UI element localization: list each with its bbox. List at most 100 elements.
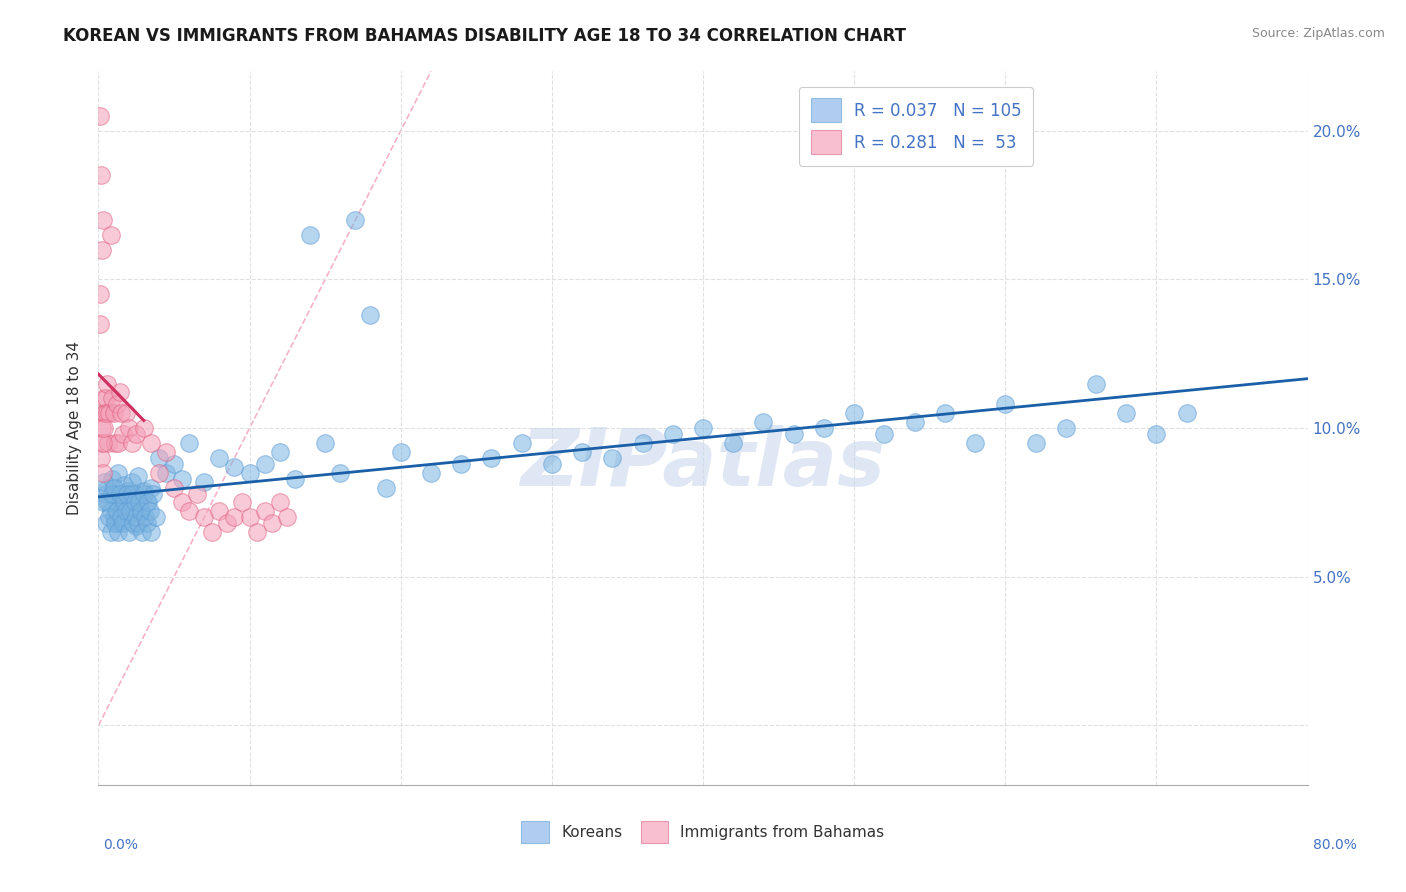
Point (374, 481, 396, 495)
Point (104, 486, 127, 500)
Point (110, 406, 132, 420)
Point (135, 516, 157, 531)
Point (103, 406, 125, 420)
Point (93, 421, 115, 435)
Point (329, 466, 352, 480)
Point (97, 436, 120, 450)
Point (107, 436, 129, 450)
Text: 0.0%: 0.0% (103, 838, 138, 853)
Point (115, 486, 138, 500)
Point (112, 477, 135, 491)
Point (148, 466, 170, 480)
Point (127, 468, 149, 483)
Point (262, 516, 284, 531)
Point (129, 504, 152, 518)
Point (105, 504, 128, 518)
Point (239, 466, 262, 480)
Point (91, 466, 114, 480)
Text: 80.0%: 80.0% (1313, 838, 1357, 853)
Point (145, 510, 167, 524)
Point (163, 481, 186, 495)
Point (420, 466, 443, 480)
Point (118, 525, 141, 540)
Point (148, 450, 170, 465)
Point (122, 516, 145, 531)
Point (170, 495, 193, 509)
Point (111, 513, 134, 527)
Point (118, 508, 141, 522)
Point (98, 406, 121, 420)
Point (193, 510, 215, 524)
Point (231, 495, 253, 509)
Point (155, 466, 177, 480)
Point (540, 457, 562, 471)
Point (111, 516, 134, 531)
Point (131, 525, 153, 540)
Point (118, 421, 141, 435)
Point (208, 450, 231, 465)
Point (389, 445, 412, 459)
Point (94, 406, 117, 420)
Point (170, 472, 193, 486)
Point (224, 510, 246, 524)
Point (90, 243, 112, 257)
Point (1024, 436, 1046, 450)
Point (96, 376, 118, 391)
Point (481, 450, 503, 465)
Point (108, 501, 131, 516)
Point (844, 406, 866, 420)
Point (269, 495, 291, 509)
Point (631, 436, 654, 450)
Point (239, 510, 262, 524)
Point (121, 486, 143, 500)
Point (93, 406, 115, 420)
Point (602, 450, 624, 465)
Point (129, 504, 152, 518)
Point (723, 436, 745, 450)
Point (91, 495, 114, 509)
Point (94, 486, 117, 500)
Point (208, 504, 231, 518)
Point (91, 421, 114, 435)
Point (104, 436, 127, 450)
Point (121, 475, 143, 489)
Point (93, 475, 115, 489)
Point (98, 510, 121, 524)
Point (90, 436, 112, 450)
Point (115, 483, 138, 498)
Point (108, 385, 131, 400)
Point (783, 427, 806, 442)
Point (179, 504, 201, 518)
Point (163, 457, 186, 471)
Point (103, 510, 125, 524)
Legend: Koreans, Immigrants from Bahamas: Koreans, Immigrants from Bahamas (516, 814, 890, 848)
Point (103, 481, 125, 495)
Point (104, 516, 127, 531)
Point (299, 227, 322, 242)
Point (101, 392, 124, 406)
Point (94, 516, 117, 531)
Point (1146, 427, 1168, 442)
Point (1115, 406, 1137, 420)
Point (108, 486, 131, 500)
Y-axis label: Disability Age 18 to 34: Disability Age 18 to 34 (67, 341, 83, 516)
Point (107, 466, 129, 480)
Point (904, 415, 927, 429)
Point (120, 492, 142, 507)
Point (128, 495, 150, 509)
Point (142, 486, 165, 500)
Point (134, 510, 156, 524)
Point (91, 213, 114, 227)
Point (994, 397, 1017, 411)
Point (269, 445, 291, 459)
Point (93, 392, 115, 406)
Point (125, 519, 148, 533)
Point (253, 504, 276, 518)
Point (1175, 406, 1198, 420)
Point (114, 504, 136, 518)
Point (873, 427, 896, 442)
Point (124, 486, 146, 500)
Point (132, 483, 155, 498)
Point (105, 516, 128, 531)
Point (224, 459, 246, 474)
